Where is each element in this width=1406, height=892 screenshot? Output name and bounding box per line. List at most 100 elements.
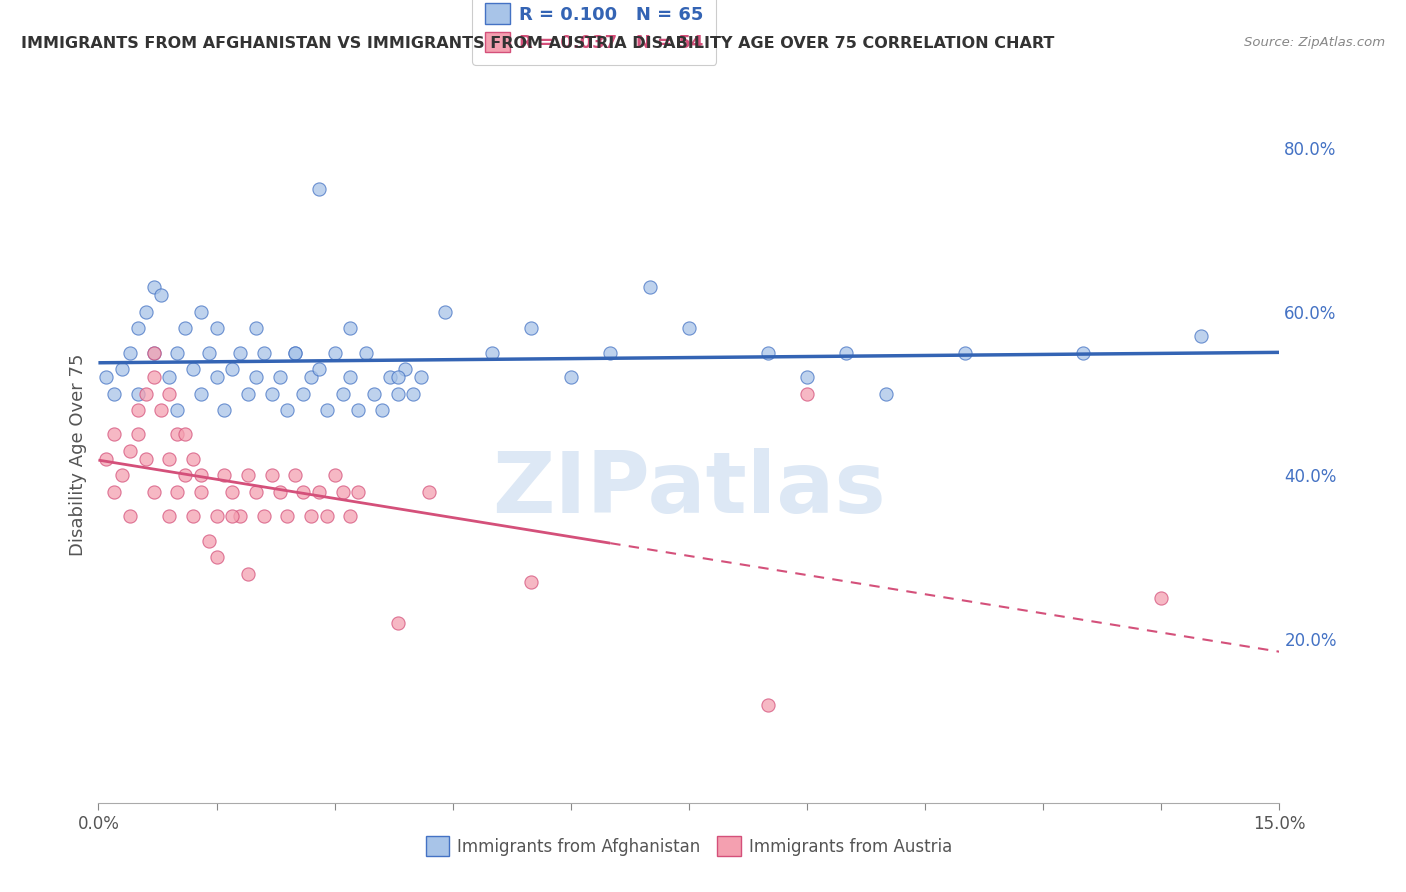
Point <box>118 509 141 524</box>
Point <box>221 484 243 499</box>
Point <box>520 574 543 589</box>
Point <box>118 443 141 458</box>
Point <box>402 386 425 401</box>
Point <box>157 386 180 401</box>
Point <box>323 345 346 359</box>
Point <box>181 509 204 524</box>
Point <box>205 550 228 565</box>
Point <box>205 509 228 524</box>
Point <box>332 484 354 499</box>
Point <box>387 370 409 384</box>
Point <box>387 386 409 401</box>
Point <box>181 452 204 467</box>
Point <box>953 345 976 359</box>
Point <box>284 345 307 359</box>
Point <box>157 370 180 384</box>
Point <box>1189 329 1212 343</box>
Point <box>190 468 212 483</box>
Point <box>756 698 779 712</box>
Point <box>127 321 149 335</box>
Point <box>308 484 330 499</box>
Point <box>166 403 188 417</box>
Point <box>190 484 212 499</box>
Point <box>135 386 157 401</box>
Point <box>111 468 134 483</box>
Point <box>135 304 157 318</box>
Point <box>253 509 276 524</box>
Point <box>260 386 283 401</box>
Text: Source: ZipAtlas.com: Source: ZipAtlas.com <box>1244 36 1385 49</box>
Point <box>166 484 188 499</box>
Point <box>190 386 212 401</box>
Point <box>142 370 165 384</box>
Legend: Immigrants from Afghanistan, Immigrants from Austria: Immigrants from Afghanistan, Immigrants … <box>418 828 960 864</box>
Point <box>96 452 118 467</box>
Point <box>323 468 346 483</box>
Point <box>127 386 149 401</box>
Point <box>756 345 779 359</box>
Point <box>299 370 322 384</box>
Point <box>394 362 416 376</box>
Point <box>276 403 298 417</box>
Point <box>638 280 661 294</box>
Point <box>308 362 330 376</box>
Point <box>197 345 219 359</box>
Point <box>347 403 370 417</box>
Point <box>142 345 165 359</box>
Point <box>96 370 118 384</box>
Point <box>157 452 180 467</box>
Point <box>150 288 173 302</box>
Point <box>236 386 259 401</box>
Point <box>418 484 440 499</box>
Point <box>253 345 276 359</box>
Point <box>339 321 361 335</box>
Text: IMMIGRANTS FROM AFGHANISTAN VS IMMIGRANTS FROM AUSTRIA DISABILITY AGE OVER 75 CO: IMMIGRANTS FROM AFGHANISTAN VS IMMIGRANT… <box>21 36 1054 51</box>
Point <box>103 386 125 401</box>
Point <box>221 362 243 376</box>
Point <box>371 403 394 417</box>
Text: ZIPatlas: ZIPatlas <box>492 448 886 532</box>
Point <box>835 345 858 359</box>
Point <box>260 468 283 483</box>
Point <box>142 280 165 294</box>
Point <box>174 468 197 483</box>
Point <box>378 370 401 384</box>
Point <box>269 370 291 384</box>
Point <box>142 345 165 359</box>
Point <box>127 403 149 417</box>
Point <box>174 427 197 442</box>
Point <box>796 386 818 401</box>
Point <box>135 452 157 467</box>
Point <box>292 386 315 401</box>
Point <box>205 370 228 384</box>
Point <box>339 509 361 524</box>
Point <box>229 509 252 524</box>
Point <box>181 362 204 376</box>
Point <box>245 321 267 335</box>
Point <box>363 386 385 401</box>
Point <box>292 484 315 499</box>
Point <box>1071 345 1094 359</box>
Point <box>1150 591 1173 606</box>
Point <box>560 370 582 384</box>
Point <box>796 370 818 384</box>
Point <box>245 484 267 499</box>
Point <box>174 321 197 335</box>
Point <box>205 321 228 335</box>
Point <box>103 484 125 499</box>
Point <box>157 509 180 524</box>
Point <box>387 615 409 630</box>
Point <box>197 533 219 548</box>
Point <box>284 468 307 483</box>
Point <box>229 345 252 359</box>
Y-axis label: Disability Age Over 75: Disability Age Over 75 <box>69 353 87 557</box>
Point <box>127 427 149 442</box>
Point <box>315 403 337 417</box>
Point <box>214 468 236 483</box>
Point <box>269 484 291 499</box>
Point <box>339 370 361 384</box>
Point <box>276 509 298 524</box>
Point <box>599 345 621 359</box>
Point <box>221 509 243 524</box>
Point <box>236 468 259 483</box>
